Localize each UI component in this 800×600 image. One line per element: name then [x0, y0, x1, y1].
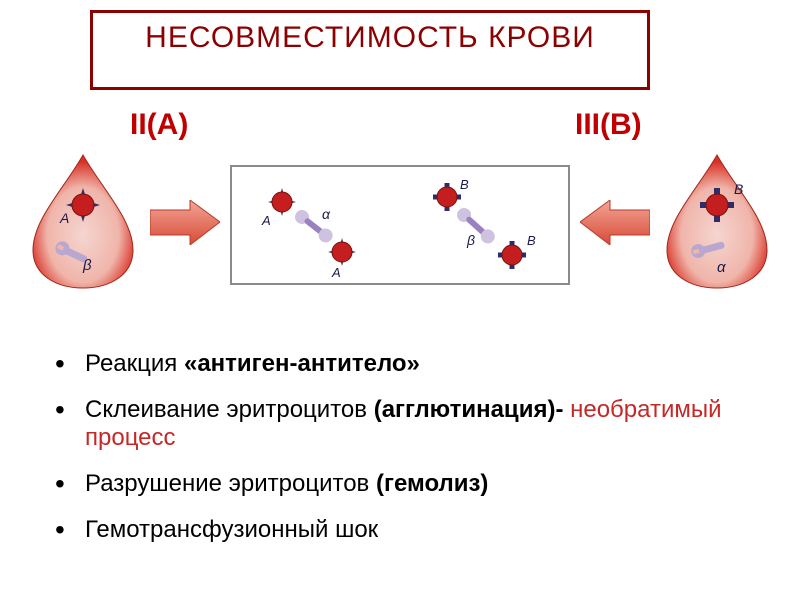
- reaction-box: A α A B β B: [230, 165, 570, 285]
- antibody-alpha: α: [717, 259, 726, 276]
- svg-text:β: β: [466, 232, 475, 248]
- antigen-b-label: B: [734, 181, 743, 197]
- blood-drop-right: B α: [662, 150, 772, 290]
- bullet-2: Склеивание эритроцитов (агглютинация)- н…: [55, 396, 755, 452]
- svg-text:A: A: [331, 265, 341, 280]
- bullet-1-strong: «антиген-антитело»: [184, 350, 420, 377]
- antibody-beta: β: [82, 257, 92, 274]
- title-box: НЕСОВМЕСТИМОСТЬ КРОВИ: [90, 10, 650, 90]
- bullet-3: Разрушение эритроцитов (гемолиз): [55, 470, 755, 498]
- bullet-3-strong: (гемолиз): [376, 470, 488, 497]
- bullet-3-prefix: Разрушение эритроцитов: [85, 470, 376, 497]
- bullet-4-prefix: Гемотрансфузионный шок: [85, 516, 378, 543]
- bullet-1-prefix: Реакция: [85, 350, 184, 377]
- title-text: НЕСОВМЕСТИМОСТЬ КРОВИ: [145, 21, 595, 55]
- label-right: III(В): [575, 108, 642, 142]
- blood-drop-left: A β: [28, 150, 138, 290]
- bullet-1: Реакция «антиген-антитело»: [55, 350, 755, 378]
- arrow-left: [150, 200, 220, 245]
- bullet-2-prefix: Склеивание эритроцитов: [85, 396, 374, 423]
- svg-text:A: A: [261, 213, 271, 228]
- bullet-2-strong: (агглютинация)-: [374, 396, 570, 423]
- svg-text:B: B: [527, 233, 536, 248]
- bullet-4: Гемотрансфузионный шок: [55, 516, 755, 544]
- svg-text:α: α: [322, 206, 331, 222]
- bullet-list: Реакция «антиген-антитело» Склеивание эр…: [55, 350, 755, 562]
- svg-text:B: B: [460, 177, 469, 192]
- label-left: II(А): [130, 108, 188, 142]
- antigen-a-label: A: [59, 210, 69, 226]
- arrow-right: [580, 200, 650, 245]
